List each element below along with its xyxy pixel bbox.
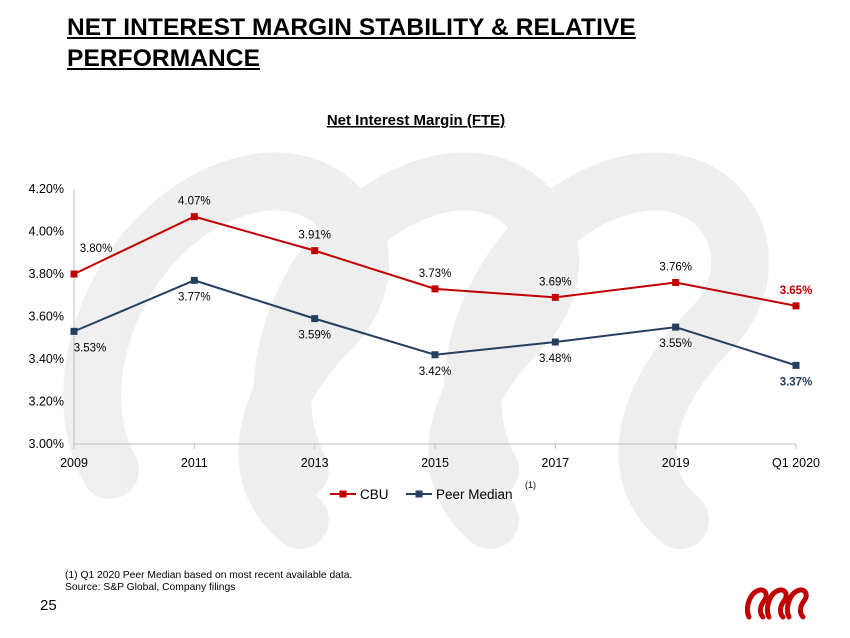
data-point-marker bbox=[190, 276, 198, 284]
data-label: 3.37% bbox=[780, 376, 813, 388]
data-point-marker bbox=[70, 270, 78, 278]
data-label: 3.80% bbox=[80, 243, 113, 255]
x-tick-label: 2011 bbox=[181, 456, 208, 470]
data-point-marker bbox=[311, 315, 319, 323]
data-point-marker bbox=[551, 338, 559, 346]
data-point-marker bbox=[70, 327, 78, 335]
x-tick-label: 2009 bbox=[60, 456, 88, 470]
slide-title: NET INTEREST MARGIN STABILITY & RELATIVE… bbox=[67, 14, 636, 72]
x-tick-label: 2017 bbox=[541, 456, 569, 470]
footnote-peer-median: (1) Q1 2020 Peer Median based on most re… bbox=[65, 570, 353, 581]
legend-marker-swatch bbox=[415, 490, 423, 498]
data-label: 4.07% bbox=[178, 196, 211, 208]
legend-superscript: (1) bbox=[525, 480, 536, 490]
data-label: 3.77% bbox=[178, 291, 211, 303]
y-tick-label: 3.20% bbox=[29, 395, 64, 409]
data-point-marker bbox=[551, 293, 559, 301]
x-tick-label: 2013 bbox=[301, 456, 329, 470]
y-tick-label: 4.20% bbox=[29, 182, 64, 196]
y-tick-label: 3.00% bbox=[29, 437, 64, 451]
x-tick-label: Q1 2020 bbox=[772, 456, 820, 470]
x-tick-label: 2015 bbox=[421, 456, 449, 470]
chart-series: 3.80% 4.07% 3.91% 3.73% 3.69% 3.76% 3.65% 3.53%… bbox=[70, 196, 813, 388]
data-point-marker bbox=[190, 213, 198, 221]
data-label: 3.73% bbox=[419, 268, 452, 280]
x-tick-label: 2019 bbox=[662, 456, 690, 470]
data-point-marker bbox=[311, 247, 319, 255]
data-point-marker bbox=[792, 302, 800, 310]
data-point-marker bbox=[431, 351, 439, 359]
data-point-marker bbox=[672, 323, 680, 331]
footnote-source: Source: S&P Global, Company filings bbox=[65, 582, 236, 593]
data-label: 3.91% bbox=[298, 230, 331, 242]
chart-axes: 3.00% 3.20% 3.40% 3.60% 3.80% 4.00% 4.20% 2009 2… bbox=[29, 182, 820, 470]
y-tick-label: 3.60% bbox=[29, 310, 64, 324]
y-tick-label: 4.00% bbox=[29, 225, 64, 239]
chart-title: Net Interest Margin (FTE) bbox=[327, 112, 505, 129]
page-number: 25 bbox=[40, 597, 57, 614]
data-label: 3.42% bbox=[419, 366, 452, 378]
data-label: 3.65% bbox=[780, 285, 813, 297]
legend-label: Peer Median bbox=[436, 487, 513, 502]
y-tick-label: 3.40% bbox=[29, 352, 64, 366]
data-label: 3.55% bbox=[659, 338, 692, 350]
company-logo bbox=[745, 587, 809, 620]
data-label: 3.76% bbox=[659, 262, 692, 274]
legend-marker-swatch bbox=[339, 490, 347, 498]
data-label: 3.48% bbox=[539, 353, 572, 365]
footnotes: (1) Q1 2020 Peer Median based on most re… bbox=[65, 570, 352, 594]
data-point-marker bbox=[792, 361, 800, 369]
data-point-marker bbox=[431, 285, 439, 293]
y-tick-label: 3.80% bbox=[29, 267, 64, 281]
data-label: 3.69% bbox=[539, 276, 572, 288]
data-point-marker bbox=[672, 279, 680, 286]
chart-legend: CBU Peer Median (1) bbox=[330, 480, 536, 502]
legend-label: CBU bbox=[360, 487, 389, 502]
data-label: 3.53% bbox=[74, 342, 107, 354]
data-label: 3.59% bbox=[298, 330, 331, 342]
